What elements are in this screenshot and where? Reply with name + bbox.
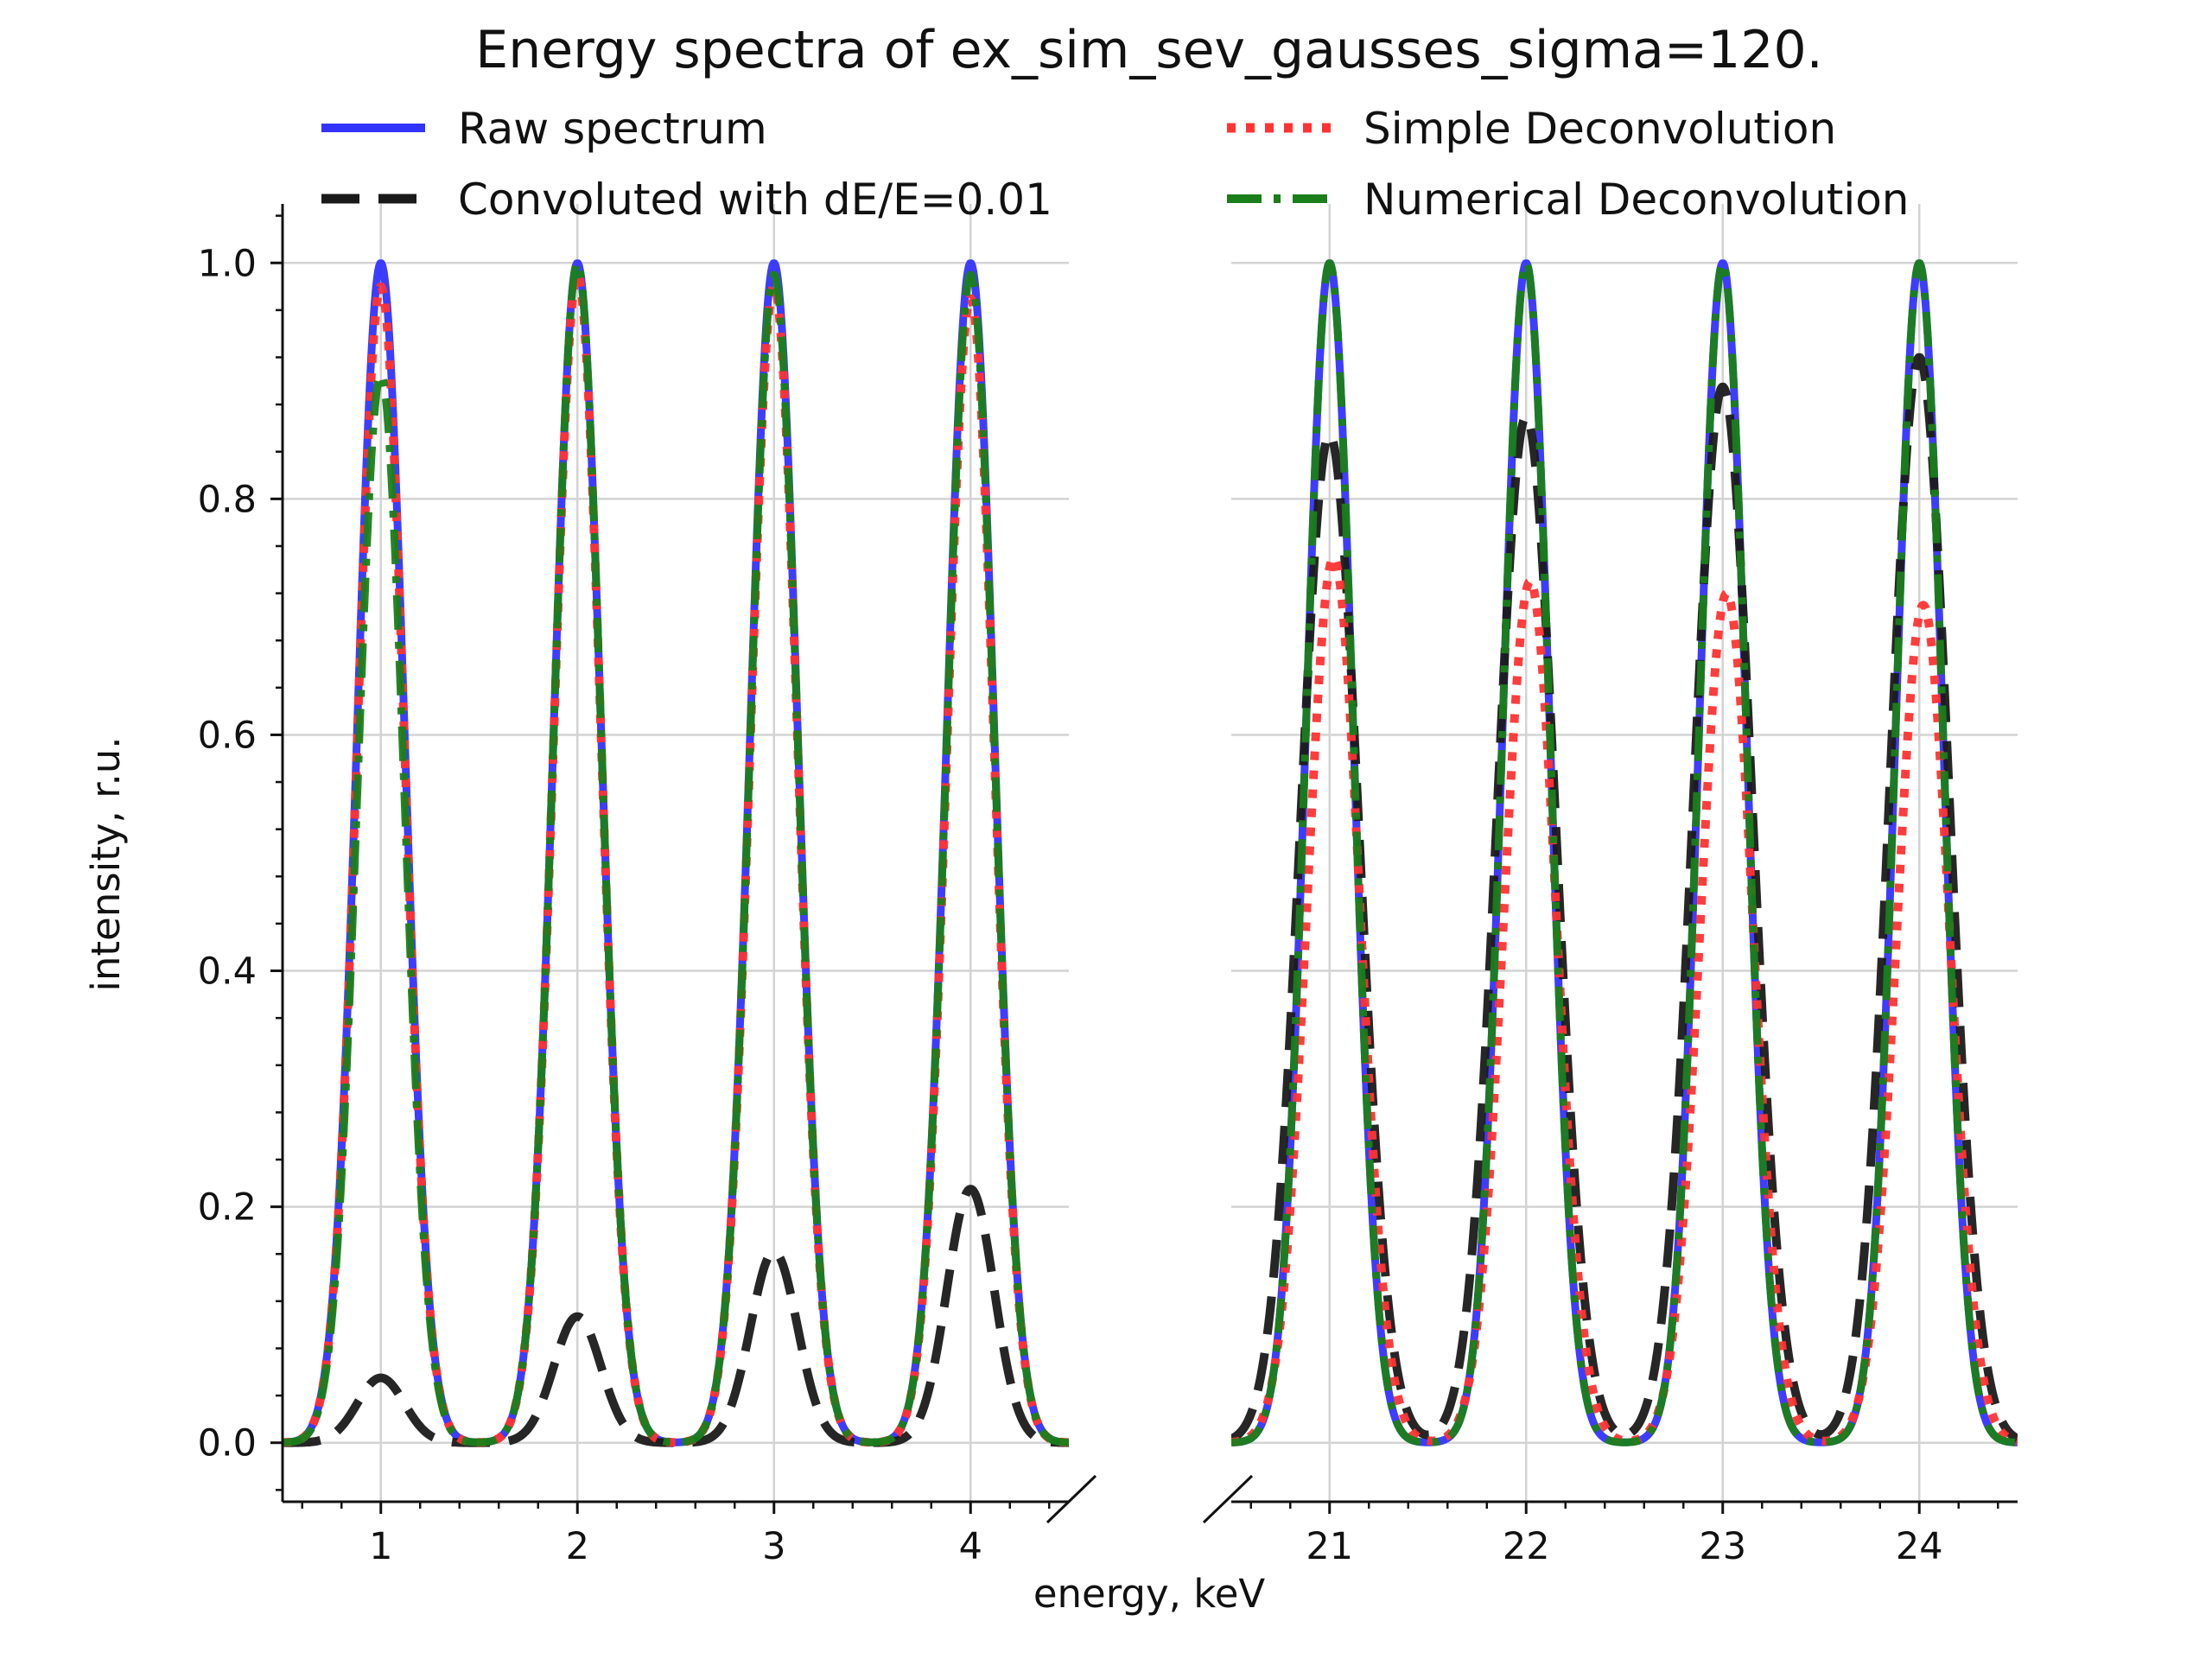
x-axis-label: energy, keV	[1033, 1571, 1266, 1617]
series-line-numerical-deconvolution	[283, 259, 1069, 1446]
legend-label-numerical-deconvolution: Numerical Deconvolution	[1363, 175, 1910, 225]
y-tick-label: 0.2	[198, 1186, 257, 1230]
y-tick-label: 1.0	[198, 242, 257, 285]
y-axis-label: intensity, r.u.	[83, 736, 129, 991]
axis-break-mark-left	[1046, 1474, 1097, 1524]
legend-label-raw-spectrum: Raw spectrum	[458, 104, 767, 154]
legend-label-simple-deconvolution: Simple Deconvolution	[1363, 104, 1836, 154]
grid-layer	[283, 204, 2018, 1502]
x-tick-label: 1	[369, 1525, 392, 1568]
y-tick-label: 0.8	[198, 478, 257, 521]
series-line-raw-spectrum	[283, 259, 1069, 1446]
series-line-simple-deconvolution	[283, 270, 1069, 1447]
y-tick-label: 0.0	[198, 1422, 257, 1465]
chart-title: Energy spectra of ex_sim_sev_gausses_sig…	[475, 20, 1822, 80]
legend-label-convoluted: Convoluted with dE/E=0.01	[458, 175, 1052, 225]
labels-layer: 1 2 3 4 21 22 23 240.00.20.40.60.81.0	[198, 242, 1943, 1568]
axes-layer	[270, 204, 2018, 1524]
series-line-convoluted-with-de-e-0-01	[283, 1185, 1069, 1447]
axis-break-mark-right	[1202, 1474, 1254, 1524]
series-line-numerical-deconvolution	[1231, 259, 2018, 1446]
y-tick-label: 0.4	[198, 950, 257, 994]
x-tick-label: 2	[566, 1525, 589, 1568]
x-tick-label: 22	[1503, 1525, 1550, 1568]
y-tick-label: 0.6	[198, 714, 257, 757]
x-tick-label: 3	[762, 1525, 785, 1568]
x-tick-label: 21	[1306, 1525, 1353, 1568]
x-tick-label: 24	[1896, 1525, 1943, 1568]
curves-layer	[283, 259, 2018, 1447]
x-tick-label: 23	[1699, 1525, 1746, 1568]
x-tick-label: 4	[959, 1525, 982, 1568]
legend: Raw spectrum Convoluted with dE/E=0.01 S…	[321, 104, 1910, 225]
